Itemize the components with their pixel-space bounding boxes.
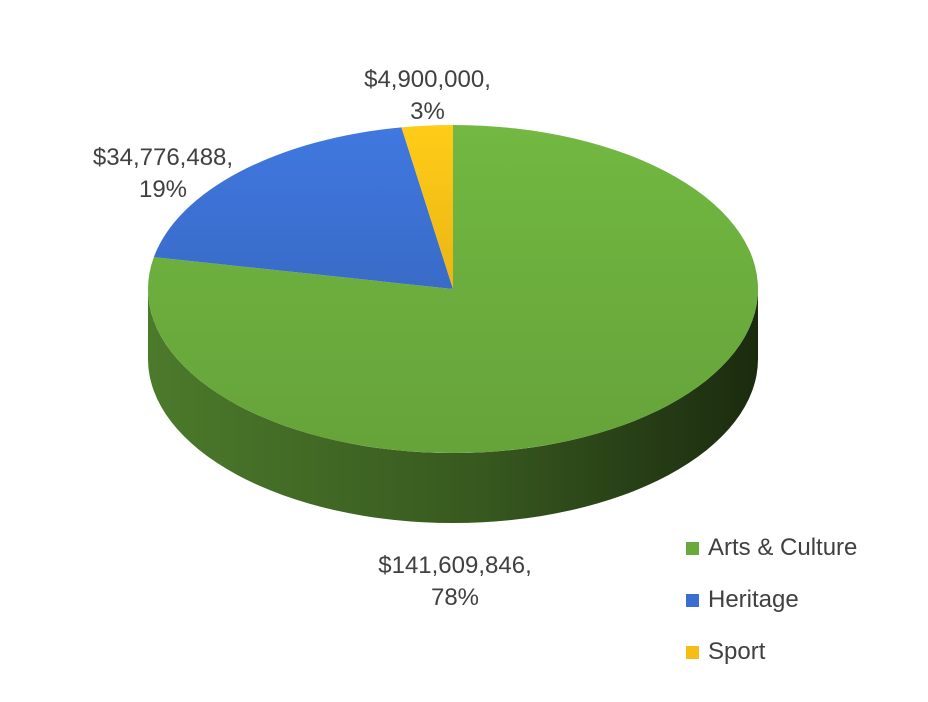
- pie-slice-heritage: [153, 127, 454, 289]
- data-label-sport-percent: 3%: [410, 98, 445, 125]
- chart-legend: Arts & Culture Heritage Sport: [686, 522, 857, 678]
- data-label-sport: $4,900,000, 3%: [350, 64, 505, 128]
- data-label-arts-culture: $141,609,846, 78%: [360, 550, 550, 614]
- legend-label-arts-culture: Arts & Culture: [708, 534, 858, 561]
- data-label-heritage-percent: 19%: [138, 176, 188, 203]
- legend-swatch-arts-culture: [686, 541, 699, 555]
- data-label-arts-culture-percent: 78%: [430, 584, 480, 611]
- pie-side-arts-culture: [148, 289, 758, 523]
- legend-label-heritage: Heritage: [708, 586, 799, 613]
- data-label-heritage: $34,776,488, 19%: [78, 142, 248, 206]
- legend-item-sport: Sport: [686, 626, 857, 678]
- legend-item-heritage: Heritage: [686, 574, 857, 626]
- legend-item-arts-culture: Arts & Culture: [686, 522, 857, 574]
- legend-swatch-sport: [686, 645, 699, 659]
- legend-label-sport: Sport: [708, 638, 766, 665]
- pie-slice-sport: [401, 125, 453, 289]
- data-label-sport-value: $4,900,000,: [364, 66, 491, 93]
- data-label-heritage-value: $34,776,488,: [92, 144, 234, 171]
- legend-swatch-heritage: [686, 593, 699, 607]
- data-label-arts-culture-value: $141,609,846,: [378, 552, 532, 579]
